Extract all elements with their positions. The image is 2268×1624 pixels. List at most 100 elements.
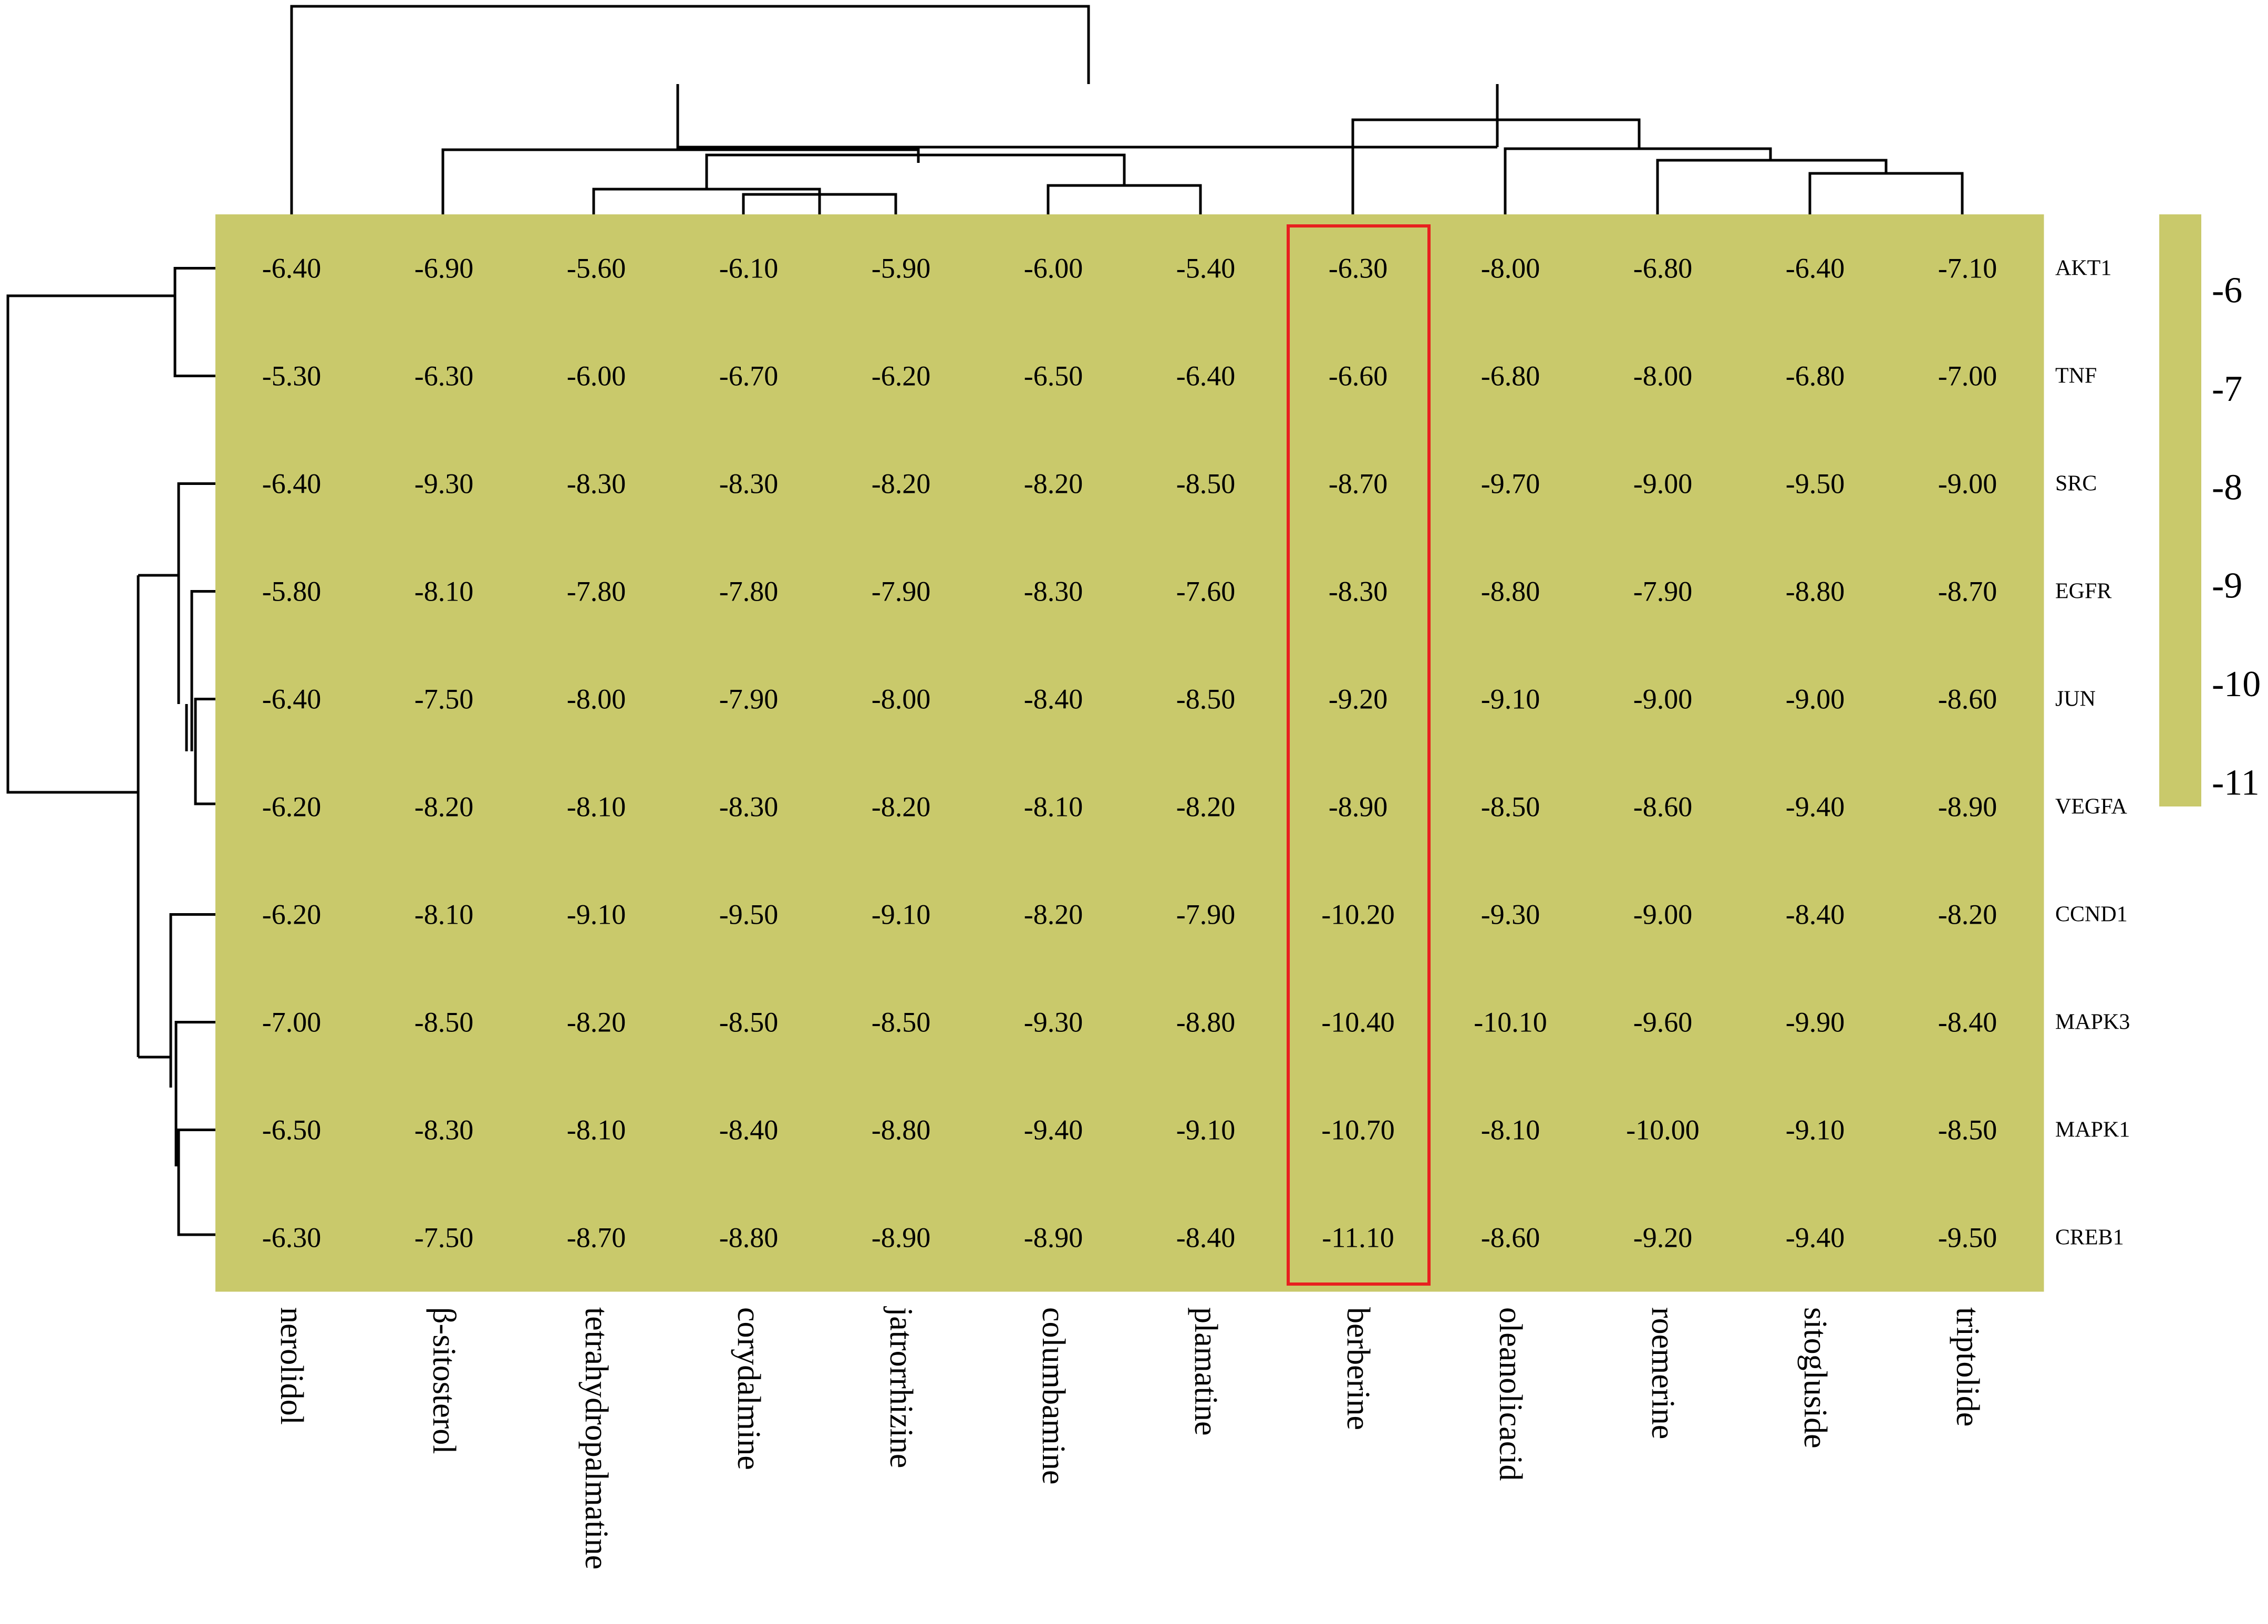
cell-value-label: -8.50 [872, 1007, 930, 1038]
heatmap-cell [368, 1184, 521, 1292]
cell-value-label: -8.50 [1481, 791, 1540, 823]
cell-value-label: -10.40 [1321, 1007, 1394, 1038]
cell-value-label: -6.40 [262, 253, 321, 284]
heatmap-cell [672, 537, 825, 646]
heatmap-cell [1891, 861, 2044, 969]
cell-value-label: -7.60 [1176, 576, 1235, 607]
cell-value-label: -9.10 [872, 899, 930, 930]
heatmap-cell [977, 753, 1130, 861]
cell-value-label: -8.90 [872, 1222, 930, 1254]
cell-value-label: -8.80 [719, 1222, 778, 1254]
cell-value-label: -8.20 [872, 791, 930, 823]
heatmap-cell [1434, 430, 1587, 538]
heatmap-cell [1282, 1184, 1435, 1292]
cell-value-label: -9.40 [1024, 1114, 1083, 1146]
colorbar-tick-label: -9 [2212, 566, 2242, 606]
cell-value-label: -9.10 [1481, 684, 1540, 715]
heatmap-cell [520, 322, 673, 430]
cell-value-label: -9.50 [1786, 468, 1845, 500]
cell-value-label: -7.90 [1633, 576, 1692, 607]
heatmap-cell [1130, 1076, 1282, 1184]
heatmap-cell [1739, 968, 1892, 1077]
cell-value-label: -9.30 [1481, 899, 1540, 930]
cell-value-label: -9.20 [1329, 684, 1387, 715]
cell-value-label: -8.70 [1329, 468, 1387, 500]
heatmap-cell [672, 214, 825, 323]
dendrogram-branch [1808, 172, 1964, 214]
heatmap-cell [1891, 537, 2044, 646]
cell-value-label: -8.90 [1024, 1222, 1083, 1254]
column-label: β-sitosterol [426, 1307, 462, 1454]
cell-value-label: -8.40 [719, 1114, 778, 1146]
heatmap-cell [1282, 537, 1435, 646]
heatmap-cell [215, 861, 368, 969]
heatmap-cell [1282, 968, 1435, 1077]
heatmap-cell [1130, 753, 1282, 861]
cell-value-label: -7.80 [567, 576, 626, 607]
dendrogram-branch [592, 188, 821, 214]
cell-value-label: -7.10 [1938, 253, 1997, 284]
heatmap-cell [1587, 645, 1739, 753]
cell-value-label: -6.30 [262, 1222, 321, 1254]
column-label: berberine [1340, 1307, 1376, 1430]
heatmap-cell [1130, 537, 1282, 646]
heatmap-cell [1587, 968, 1739, 1077]
cell-value-label: -9.40 [1786, 1222, 1845, 1254]
colorbar-tick-label: -7 [2212, 369, 2242, 409]
cell-value-label: -11.10 [1322, 1222, 1394, 1254]
heatmap-cell [1891, 645, 2044, 753]
cell-value-label: -9.10 [1786, 1114, 1845, 1146]
heatmap-cell [1891, 430, 2044, 538]
cell-value-label: -6.20 [262, 899, 321, 930]
heatmap-cell [1434, 1076, 1587, 1184]
cell-value-label: -6.60 [1329, 360, 1387, 392]
cell-value-label: -8.20 [1176, 791, 1235, 823]
heatmap-cell [368, 214, 521, 323]
cell-value-label: -8.20 [415, 791, 473, 823]
dendrogram-branch [676, 84, 1497, 149]
row-labels: AKT1 TNF SRC EGFR JUN VEGFA CCND1 MAPK3 MAPK1 CRE… [2055, 256, 2130, 1250]
cell-value-label: -9.60 [1633, 1007, 1692, 1038]
column-label: sitogluside [1797, 1307, 1833, 1449]
cell-value-label: -6.40 [262, 468, 321, 500]
heatmap-cell [977, 214, 1130, 323]
cell-value-labels: -6.40 -6.90 -5.60 -6.10 -5.90 -6.00 -5.40 -6.30… [262, 253, 1997, 1254]
cell-value-label: -8.50 [719, 1007, 778, 1038]
cell-value-label: -8.70 [567, 1222, 626, 1254]
heatmap-cell [1587, 1184, 1739, 1292]
cell-value-label: -8.90 [1938, 791, 1997, 823]
cell-value-label: -10.00 [1626, 1114, 1699, 1146]
cell-value-label: -7.00 [1938, 360, 1997, 392]
heatmap-cell [825, 645, 978, 753]
heatmap-cell [672, 322, 825, 430]
cell-value-label: -8.30 [1024, 576, 1083, 607]
cell-value-label: -8.40 [1024, 684, 1083, 715]
column-label: corydalmine [731, 1307, 767, 1470]
dendrogram-branch [290, 5, 1090, 214]
heatmap-cell [1587, 1076, 1739, 1184]
heatmap-cell [1739, 861, 1892, 969]
cell-value-label: -9.70 [1481, 468, 1540, 500]
cell-value-label: -8.00 [1481, 253, 1540, 284]
cell-value-label: -5.90 [872, 253, 930, 284]
cell-value-label: -8.80 [1481, 576, 1540, 607]
heatmap-cell [1891, 1076, 2044, 1184]
heatmap-cell [825, 753, 978, 861]
heatmap-cell [1282, 645, 1435, 753]
heatmap-cell [825, 322, 978, 430]
cell-value-label: -7.90 [872, 576, 930, 607]
cell-value-label: -6.80 [1786, 360, 1845, 392]
cell-value-label: -6.20 [262, 791, 321, 823]
heatmap-cell [215, 1076, 368, 1184]
cell-value-label: -8.20 [567, 1007, 626, 1038]
heatmap-cell [1130, 322, 1282, 430]
cell-value-label: -8.80 [1176, 1007, 1235, 1038]
row-dendrogram [6, 267, 215, 1236]
heatmap-cell [672, 753, 825, 861]
cell-value-label: -8.20 [1938, 899, 1997, 930]
heatmap-cell [368, 430, 521, 538]
heatmap-cell [1587, 537, 1739, 646]
cell-value-label: -9.00 [1786, 684, 1845, 715]
heatmap-cell [825, 861, 978, 969]
heatmap-cell [1739, 214, 1892, 323]
